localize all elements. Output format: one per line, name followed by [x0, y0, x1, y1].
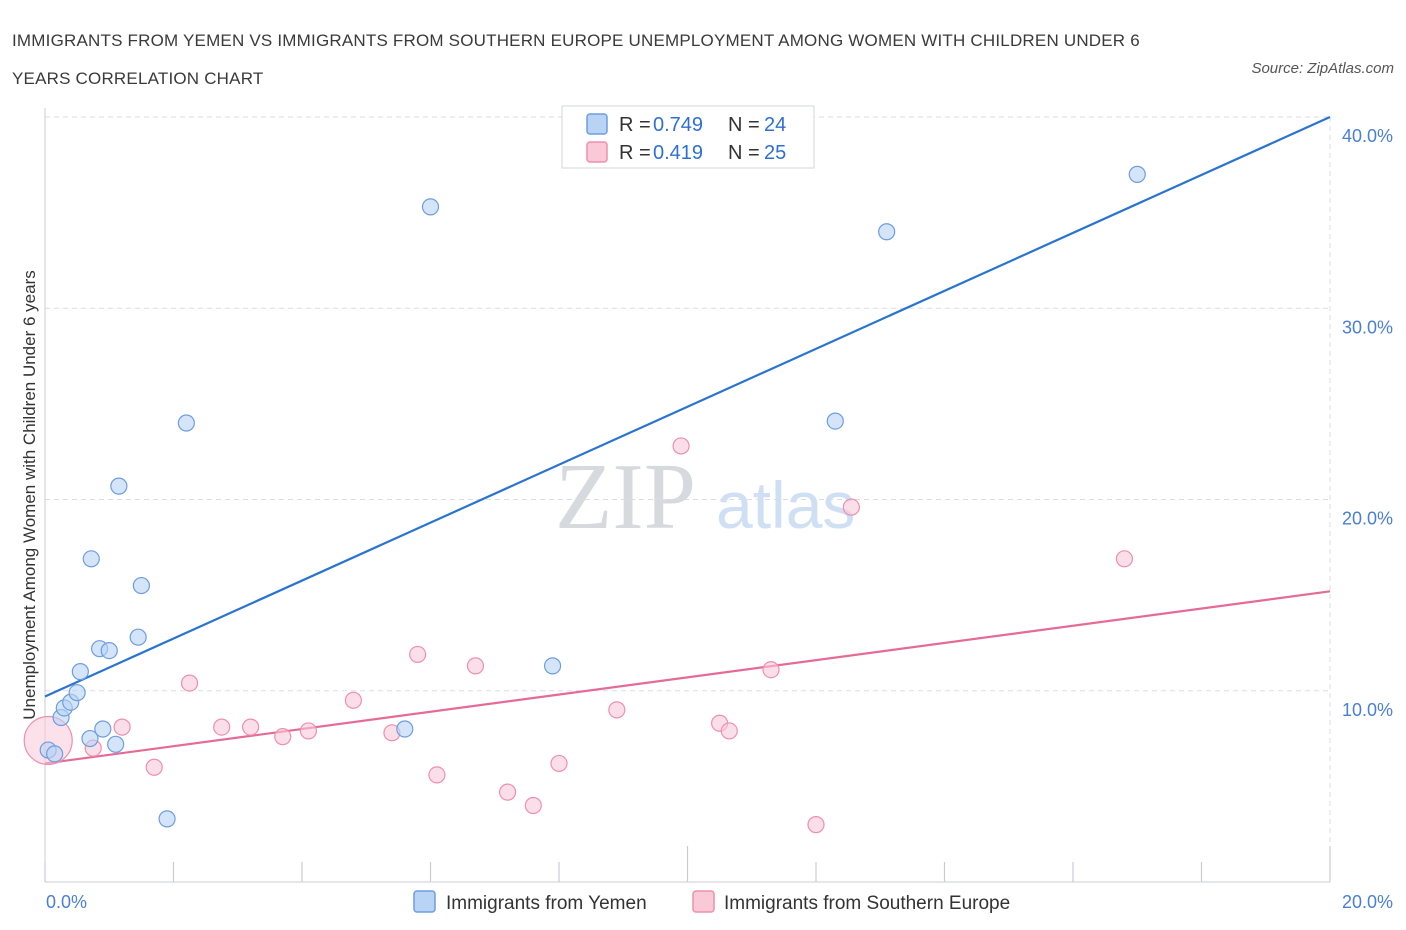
yemen-point [421, 198, 440, 216]
legend-r-value-yemen: 0.749 [653, 114, 703, 136]
yemen-point [543, 657, 562, 675]
legend-n-label-seu: N = [728, 142, 760, 164]
legend-n-value-yemen: 24 [764, 114, 786, 136]
legend-n-value-seu: 25 [764, 142, 786, 164]
yemen-point [1128, 165, 1146, 183]
source-label: Source: ZipAtlas.com [1251, 60, 1394, 77]
southern-europe-point [242, 718, 260, 736]
yemen-point [46, 745, 64, 763]
trend-lines [44, 115, 1331, 765]
y-tick-label: 10.0% [1342, 700, 1393, 720]
tick-labels: 10.0% 20.0% 30.0% 40.0% 0.0% 20.0% [46, 126, 1393, 912]
southern-europe-point [807, 816, 825, 834]
southern-europe-point [145, 758, 163, 776]
grid-lines [45, 116, 1331, 882]
x-tick-label: 0.0% [46, 892, 87, 912]
southern-europe-point [720, 722, 738, 740]
southern-europe-point [672, 437, 690, 455]
yemen-point [81, 729, 99, 748]
southern-europe-trend-line [44, 590, 1331, 765]
southern-europe-point [344, 691, 362, 709]
yemen-point [129, 628, 147, 646]
southern-europe-point [842, 498, 860, 516]
southern-europe-point [409, 645, 427, 664]
chart-title: IMMIGRANTS FROM YEMEN VS IMMIGRANTS FROM… [12, 31, 1140, 88]
legend-box: R = 0.749 N = 24 R = 0.419 N = 25 [561, 105, 815, 169]
y-tick-label: 40.0% [1342, 126, 1393, 146]
legend-swatch-seu [586, 141, 608, 163]
southern-europe-point [180, 674, 199, 692]
yemen-point [396, 720, 414, 738]
yemen-point [110, 477, 128, 495]
legend-swatch-yemen [586, 113, 608, 135]
southern-europe-point [299, 722, 318, 740]
yemen-trend-line [44, 115, 1331, 698]
yemen-point [826, 412, 844, 430]
yemen-point [71, 663, 89, 681]
southern-europe-point [524, 796, 542, 815]
southern-europe-point [466, 657, 485, 675]
x-tick-label: 20.0% [1342, 892, 1393, 912]
southern-europe-point [550, 754, 568, 773]
watermark-zip: ZIP [555, 445, 696, 549]
legend-r-label-yemen: R = [619, 114, 651, 136]
yemen-point [177, 414, 195, 432]
bottom-legend: Immigrants from Yemen Immigrants from So… [413, 890, 1010, 914]
legend-r-value-seu: 0.419 [653, 142, 703, 164]
legend-r-label-seu: R = [619, 142, 651, 164]
y-tick-label: 20.0% [1342, 509, 1393, 529]
southern-europe-point [213, 718, 231, 736]
bottom-legend-label-seu: Immigrants from Southern Europe [724, 893, 1010, 914]
yemen-point [82, 550, 100, 568]
yemen-point [107, 735, 125, 753]
southern-europe-point [113, 718, 131, 736]
southern-europe-point [499, 783, 517, 801]
yemen-point [68, 684, 86, 702]
yemen-point [100, 641, 118, 660]
southern-europe-point [428, 766, 446, 784]
bottom-legend-swatch-seu [692, 890, 715, 913]
axes [44, 108, 1331, 883]
yemen-point [94, 720, 112, 738]
southern-europe-point [1115, 550, 1134, 568]
yemen-point [158, 810, 176, 828]
yemen-point [132, 576, 150, 595]
yemen-point [878, 223, 896, 241]
southern-europe-point [608, 701, 626, 719]
southern-europe-point [274, 728, 292, 746]
data-points [23, 165, 1146, 834]
southern-europe-point [762, 661, 780, 679]
bottom-legend-swatch-yemen [413, 890, 436, 913]
y-axis-label: Unemployment Among Women with Children U… [20, 270, 39, 719]
legend-n-label-yemen: N = [728, 114, 760, 136]
bottom-legend-label-yemen: Immigrants from Yemen [446, 893, 647, 914]
y-tick-label: 30.0% [1342, 317, 1393, 337]
watermark-atlas: atlas [716, 468, 855, 542]
